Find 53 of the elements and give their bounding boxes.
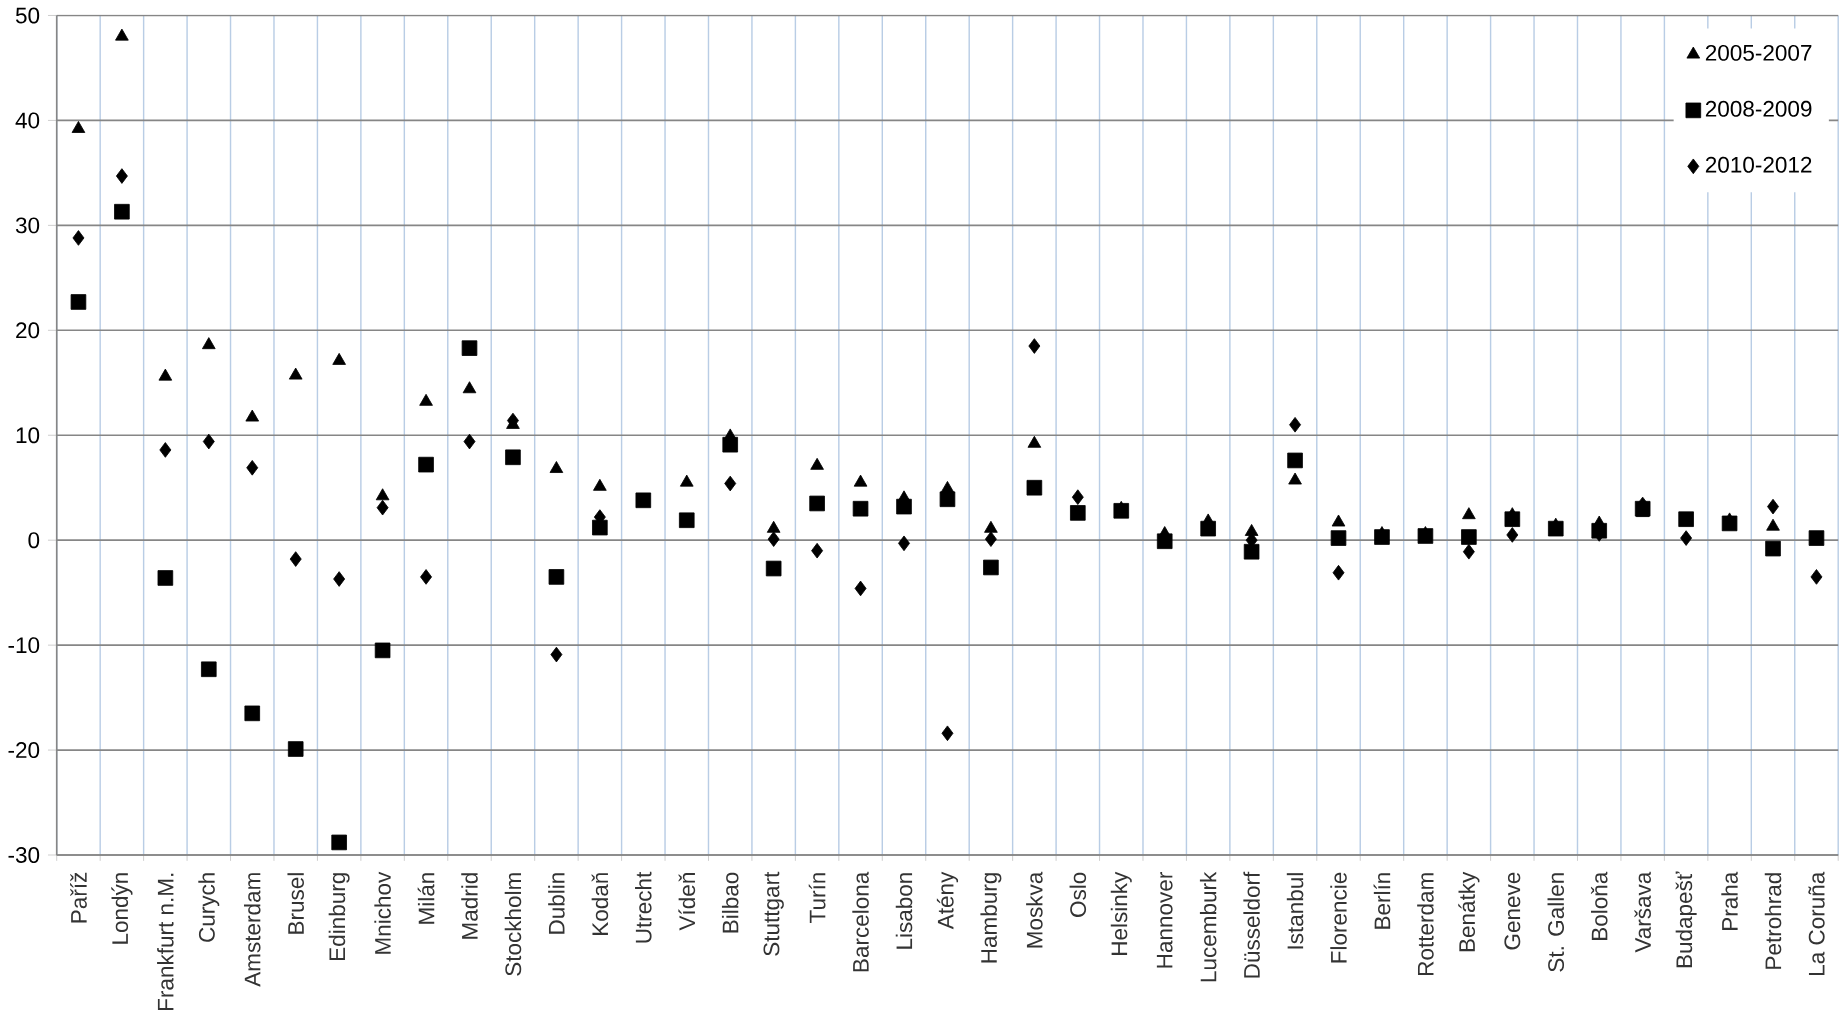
x-tick-label: Brusel: [287, 873, 304, 934]
x-tick-label: Hannover: [1156, 871, 1173, 968]
x-tick-label: Hamburg: [980, 872, 1002, 963]
x-tick-label: Bilbao: [721, 872, 739, 933]
x-tick-label: Stockholm: [504, 873, 522, 976]
x-tick-label: Florencie: [1330, 872, 1347, 963]
x-tick-label: Barcelona: [852, 871, 869, 972]
x-tick-label: Benátky: [1458, 871, 1480, 952]
x-tick-label: Turín: [808, 872, 826, 923]
x-tick-label: Varšava: [1634, 871, 1651, 953]
x-tick-label: Vídeň: [678, 872, 696, 931]
x-tick-label: Boloňa: [1590, 871, 1608, 940]
x-tick-label: Madrid: [461, 872, 478, 939]
x-tick-label: Dublin: [548, 873, 565, 934]
y-tick-label: -20: [8, 741, 40, 758]
x-tick-label: Petrohrad: [1764, 872, 1782, 969]
x-tick-label: Berlín: [1373, 872, 1391, 929]
x-tick-label: Paříž: [70, 872, 87, 923]
x-tick-label: Lucemburk: [1199, 871, 1217, 982]
x-tick-label: Utrecht: [635, 871, 652, 943]
y-tick-label: -10: [8, 637, 40, 653]
x-tick-label: Oslo: [1069, 872, 1087, 917]
x-tick-label: St. Gallen: [1547, 873, 1565, 972]
legend-label: 2008-2009: [1705, 100, 1812, 117]
x-tick-label: Moskva: [1026, 871, 1043, 948]
y-tick-label: 40: [15, 112, 40, 129]
x-tick-label: Düsseldorf: [1243, 871, 1260, 978]
x-tick-label: Frankfurt n.M.: [157, 873, 174, 1010]
legend-label: 2010-2012: [1705, 156, 1812, 173]
x-tick-label: Stuttgart: [763, 871, 784, 956]
y-tick-label: 50: [15, 7, 40, 24]
x-tick-label: Helsinky: [1110, 871, 1132, 955]
x-tick-label: Milán: [417, 872, 435, 924]
y-tick-label: 10: [16, 427, 40, 444]
x-tick-label: La Coruña: [1808, 871, 1825, 975]
x-tick-label: Edinburg: [328, 872, 350, 960]
x-tick-label: Istanbul: [1286, 873, 1304, 949]
x-tick-label: Kodaň: [591, 872, 609, 935]
legend-label: 2005-2007: [1705, 44, 1812, 61]
x-tick-label: Londýn: [111, 872, 133, 944]
x-tick-label: Curych: [198, 872, 220, 942]
x-tick-label: Praha: [1721, 871, 1738, 930]
x-tick-label: Budapešť: [1675, 871, 1697, 968]
y-tick-label: -30: [8, 846, 40, 863]
y-tick-label: 20: [16, 322, 40, 339]
y-tick-label: 30: [15, 217, 40, 234]
y-tick-label: 0: [28, 532, 40, 548]
x-tick-label: Atény: [936, 871, 959, 930]
x-tick-label: Lisabon: [895, 873, 913, 949]
x-tick-label: Mnichov: [374, 871, 391, 954]
x-tick-label: Amsterdam: [243, 872, 261, 987]
x-tick-label: Geneve: [1504, 872, 1521, 950]
x-tick-label: Rotterdam: [1417, 873, 1434, 975]
